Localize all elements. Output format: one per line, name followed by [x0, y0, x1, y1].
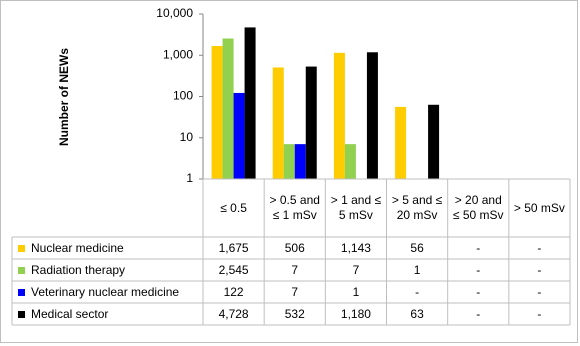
y-tick-label: 100 — [173, 89, 193, 103]
x-tick-label: ≤ 0.5 — [220, 200, 247, 215]
legend-swatch — [18, 310, 25, 318]
legend-entry: Medical sector — [12, 303, 203, 325]
legend-label: Veterinary nuclear medicine — [31, 285, 180, 299]
table-value: 1,180 — [340, 306, 371, 321]
x-tick-label: > 5 and ≤ 20 mSv — [391, 193, 443, 222]
table-value: 7 — [352, 262, 360, 277]
bar — [233, 92, 245, 179]
table-value: - — [476, 284, 481, 299]
table-value: - — [415, 284, 420, 299]
x-tick-label: > 20 and ≤ 50 mSv — [452, 193, 504, 222]
legend-entry: Veterinary nuclear medicine — [12, 281, 203, 303]
table-value: - — [476, 306, 481, 321]
legend-entry: Nuclear medicine — [12, 237, 203, 259]
table-value: 7 — [291, 284, 299, 299]
table-value: 1 — [352, 284, 360, 299]
bar — [333, 52, 345, 180]
table-value: 4,728 — [218, 306, 249, 321]
x-tick-label: > 0.5 and ≤ 1 mSv — [269, 193, 320, 222]
bar — [428, 104, 440, 179]
bar — [283, 144, 295, 179]
legend-label: Medical sector — [31, 307, 109, 321]
bar — [244, 27, 256, 179]
table-value: 1,675 — [218, 240, 249, 255]
bar — [272, 67, 284, 179]
table-value: - — [537, 306, 542, 321]
bar — [366, 52, 378, 179]
table-value: 56 — [410, 240, 424, 255]
table-value: - — [537, 284, 542, 299]
table-value: - — [476, 240, 481, 255]
legend-entry: Radiation therapy — [12, 259, 203, 281]
y-tick-label: 10,000 — [156, 6, 193, 20]
table-value: - — [476, 262, 481, 277]
legend-swatch — [18, 288, 25, 296]
bar — [211, 46, 223, 180]
y-tick-label: 1,000 — [163, 47, 193, 61]
table-value: 506 — [284, 240, 305, 255]
y-tick-label: 10 — [180, 130, 194, 144]
table-value: 1,143 — [340, 240, 371, 255]
legend-label: Nuclear medicine — [31, 241, 124, 255]
bar — [305, 66, 317, 179]
legend-swatch — [18, 244, 25, 252]
table-value: 532 — [284, 306, 305, 321]
table-value: - — [537, 240, 542, 255]
x-tick-label: > 1 and ≤ 5 mSv — [330, 193, 382, 222]
y-tick-label: 1 — [186, 171, 193, 185]
y-axis-label: Number of NEWs — [57, 48, 71, 146]
legend-swatch — [18, 266, 25, 274]
bar — [395, 106, 407, 179]
table-value: 1 — [413, 262, 421, 277]
table-value: 2,545 — [218, 262, 249, 277]
table-value: 63 — [410, 306, 424, 321]
legend-label: Radiation therapy — [31, 263, 126, 277]
bar — [222, 38, 234, 179]
bar — [294, 144, 306, 179]
bar — [344, 144, 356, 179]
table-value: 122 — [223, 284, 244, 299]
table-value: 7 — [291, 262, 299, 277]
table-value: - — [537, 262, 542, 277]
x-tick-label: > 50 mSv — [513, 200, 565, 215]
